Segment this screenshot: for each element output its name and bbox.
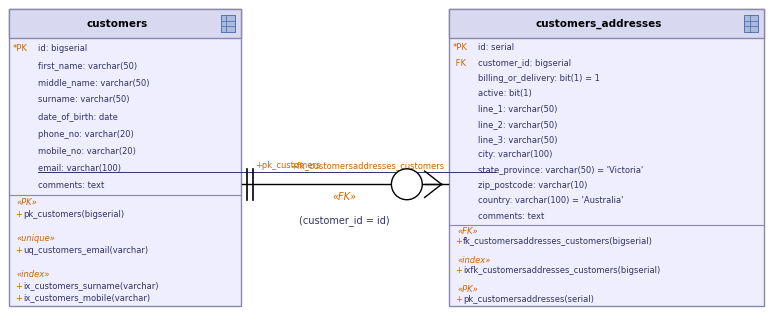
Text: active: bit(1): active: bit(1)	[478, 89, 532, 98]
Text: country: varchar(100) = 'Australia': country: varchar(100) = 'Australia'	[478, 196, 623, 205]
Text: line_1: varchar(50): line_1: varchar(50)	[478, 105, 557, 114]
Ellipse shape	[391, 169, 422, 200]
Text: «PK»: «PK»	[17, 198, 38, 207]
FancyBboxPatch shape	[221, 15, 235, 32]
FancyBboxPatch shape	[744, 15, 758, 32]
Text: +: +	[15, 282, 22, 291]
Text: +: +	[15, 246, 22, 255]
Text: +: +	[455, 266, 462, 275]
Text: phone_no: varchar(20): phone_no: varchar(20)	[38, 129, 134, 139]
Text: ix_customers_surname(varchar): ix_customers_surname(varchar)	[23, 282, 159, 291]
FancyBboxPatch shape	[9, 9, 241, 306]
Text: middle_name: varchar(50): middle_name: varchar(50)	[38, 78, 149, 88]
Text: comments: text: comments: text	[478, 211, 544, 220]
FancyBboxPatch shape	[449, 9, 764, 306]
Text: *PK: *PK	[453, 43, 468, 53]
Text: +: +	[15, 294, 22, 302]
Text: city: varchar(100): city: varchar(100)	[478, 150, 552, 159]
Text: «FK»: «FK»	[457, 227, 478, 236]
Text: mobile_no: varchar(20): mobile_no: varchar(20)	[38, 146, 136, 156]
Text: id: serial: id: serial	[478, 43, 514, 53]
Text: «unique»: «unique»	[17, 234, 56, 243]
Text: *PK: *PK	[13, 44, 28, 53]
Text: comments: text: comments: text	[38, 181, 104, 190]
Text: +: +	[455, 295, 462, 304]
Text: customers_addresses: customers_addresses	[536, 19, 662, 29]
Text: +: +	[15, 210, 22, 219]
FancyBboxPatch shape	[449, 9, 764, 38]
Text: FK: FK	[453, 59, 466, 68]
Text: ixfk_customersaddresses_customers(bigserial): ixfk_customersaddresses_customers(bigser…	[463, 266, 661, 275]
Text: state_province: varchar(50) = 'Victoria': state_province: varchar(50) = 'Victoria'	[478, 166, 643, 175]
Text: id: bigserial: id: bigserial	[38, 44, 87, 53]
Text: +pk_customers: +pk_customers	[256, 161, 321, 170]
Text: zip_postcode: varchar(10): zip_postcode: varchar(10)	[478, 181, 587, 190]
Text: ix_customers_mobile(varchar): ix_customers_mobile(varchar)	[23, 294, 151, 302]
Text: «FK»: «FK»	[333, 192, 357, 202]
Text: +fk_customersaddresses_customers: +fk_customersaddresses_customers	[290, 161, 444, 170]
Text: pk_customersaddresses(serial): pk_customersaddresses(serial)	[463, 295, 594, 304]
Text: (customer_id = id): (customer_id = id)	[300, 215, 390, 226]
Text: pk_customers(bigserial): pk_customers(bigserial)	[23, 210, 124, 219]
Text: «PK»: «PK»	[457, 285, 478, 294]
Text: surname: varchar(50): surname: varchar(50)	[38, 95, 130, 105]
Text: uq_customers_email(varchar): uq_customers_email(varchar)	[23, 246, 148, 255]
Text: line_3: varchar(50): line_3: varchar(50)	[478, 135, 557, 144]
Text: first_name: varchar(50): first_name: varchar(50)	[38, 61, 137, 70]
Text: «index»: «index»	[457, 256, 490, 265]
Text: date_of_birth: date: date_of_birth: date	[38, 112, 117, 122]
Text: fk_customersaddresses_customers(bigserial): fk_customersaddresses_customers(bigseria…	[463, 237, 653, 246]
FancyBboxPatch shape	[9, 9, 241, 38]
Text: line_2: varchar(50): line_2: varchar(50)	[478, 120, 557, 129]
Text: billing_or_delivery: bit(1) = 1: billing_or_delivery: bit(1) = 1	[478, 74, 600, 83]
Text: «index»: «index»	[17, 270, 50, 279]
Text: customer_id: bigserial: customer_id: bigserial	[478, 59, 571, 68]
Text: email: varchar(100): email: varchar(100)	[38, 164, 121, 173]
Text: customers: customers	[86, 19, 148, 29]
Text: +: +	[455, 237, 462, 246]
